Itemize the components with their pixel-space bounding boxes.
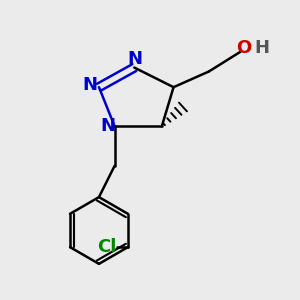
Text: Cl: Cl — [98, 238, 117, 256]
Text: O: O — [236, 39, 251, 57]
Text: N: N — [83, 76, 98, 94]
Text: N: N — [100, 117, 115, 135]
Text: N: N — [128, 50, 142, 68]
Text: H: H — [254, 39, 269, 57]
